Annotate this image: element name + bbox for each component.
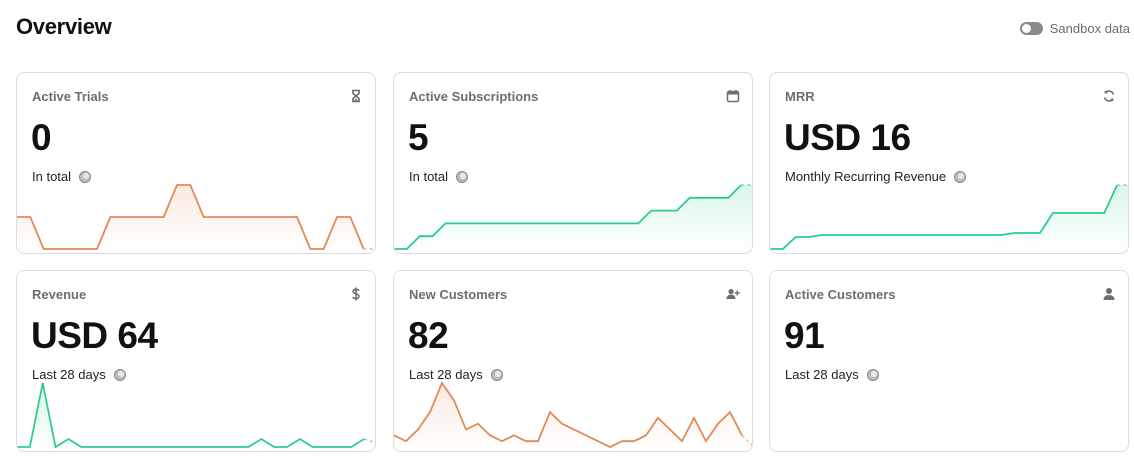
card-title: Revenue — [32, 287, 87, 302]
add-user-icon — [726, 287, 740, 301]
dollar-icon — [349, 287, 363, 301]
sparkline-area — [394, 185, 752, 253]
metric-value: 82 — [408, 315, 449, 356]
card-title: Active Trials — [32, 89, 109, 104]
hourglass-icon — [349, 89, 363, 103]
sandbox-data-label: Sandbox data — [1049, 21, 1130, 36]
metric-subtitle: Last 28 days — [409, 367, 483, 382]
trend-sparkline — [17, 382, 375, 451]
trend-sparkline — [17, 184, 375, 253]
sparkline-projection — [363, 438, 375, 444]
metric-value: USD 64 — [31, 315, 158, 356]
sparkline-area — [17, 383, 375, 451]
sparkline-line — [394, 381, 743, 449]
sandbox-data-toggle[interactable]: Sandbox data — [1019, 21, 1130, 36]
metric-value: 5 — [408, 117, 429, 158]
metric-subtitle: Last 28 days — [32, 367, 106, 382]
card-title: Active Subscriptions — [409, 89, 539, 104]
page-header: Overview Sandbox data — [16, 14, 1130, 44]
info-icon[interactable] — [490, 368, 503, 381]
card-title: Active Customers — [785, 287, 896, 302]
trend-sparkline — [394, 381, 752, 451]
sparkline-projection — [741, 434, 752, 447]
trend-sparkline — [394, 184, 752, 253]
card-title: New Customers — [409, 287, 508, 302]
metric-value: 91 — [784, 315, 825, 356]
info-icon[interactable] — [456, 170, 469, 183]
metric-subtitle: In total — [409, 169, 449, 184]
user-icon — [1102, 287, 1116, 301]
toggle-knob — [1021, 24, 1031, 33]
card-active-customers[interactable]: Active Customers 91 Last 28 days — [769, 270, 1129, 452]
info-icon[interactable] — [866, 368, 879, 381]
sparkline-area — [17, 185, 375, 253]
card-active-trials[interactable]: Active Trials 0 In total — [16, 72, 376, 254]
metric-subtitle: In total — [32, 169, 72, 184]
sparkline-line — [17, 184, 365, 250]
info-icon[interactable] — [113, 368, 126, 381]
card-mrr[interactable]: MRR USD 16 Monthly Recurring Revenue — [769, 72, 1129, 254]
refresh-icon — [1102, 89, 1116, 103]
info-icon[interactable] — [954, 170, 967, 183]
metric-subtitle: Monthly Recurring Revenue — [785, 169, 947, 184]
metric-value: 0 — [31, 117, 52, 158]
toggle-switch[interactable] — [1019, 22, 1043, 35]
sparkline-area — [394, 383, 752, 451]
trend-sparkline — [770, 184, 1128, 253]
card-title: MRR — [785, 89, 815, 104]
sparkline-line — [770, 184, 1118, 250]
sparkline-line — [394, 184, 742, 250]
metric-subtitle: Last 28 days — [785, 367, 859, 382]
sparkline-line — [17, 382, 365, 449]
calendar-icon — [726, 89, 740, 103]
metric-value: USD 16 — [784, 117, 911, 158]
page-title: Overview — [16, 14, 112, 39]
info-icon[interactable] — [79, 170, 92, 183]
card-active-subscriptions[interactable]: Active Subscriptions 5 In total — [393, 72, 753, 254]
card-new-customers[interactable]: New Customers 82 Last 28 days — [393, 270, 753, 452]
sparkline-area — [770, 185, 1128, 253]
card-revenue[interactable]: Revenue USD 64 Last 28 days — [16, 270, 376, 452]
